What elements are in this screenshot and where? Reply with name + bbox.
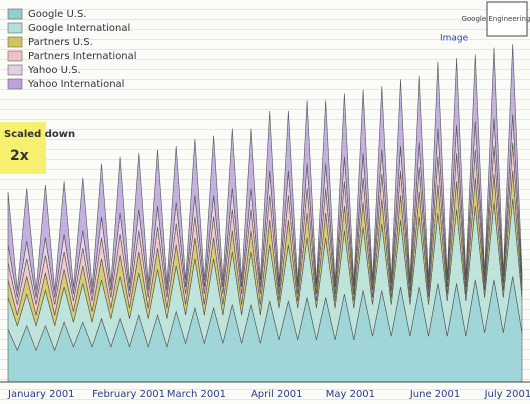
annotation: 2x xyxy=(10,148,29,164)
legend-swatch xyxy=(7,50,23,62)
annotation: Image xyxy=(440,34,469,44)
legend-swatch xyxy=(7,22,23,34)
annotation: Google Engineering Room xyxy=(461,15,530,23)
x-tick-label: June 2001 xyxy=(409,389,460,400)
legend-swatch xyxy=(7,64,23,76)
legend-label: Yahoo U.S. xyxy=(27,65,81,76)
legend-label: Google U.S. xyxy=(28,9,86,20)
x-tick-label: January 2001 xyxy=(7,389,75,400)
legend-swatch xyxy=(7,36,23,48)
annotation: Scaled down xyxy=(4,129,75,140)
x-tick-label: February 2001 xyxy=(92,389,165,400)
legend-swatch xyxy=(7,78,23,90)
area xyxy=(7,44,523,298)
x-tick-label: May 2001 xyxy=(326,389,375,400)
x-tick-label: July 2001 xyxy=(484,389,530,400)
x-tick-label: April 2001 xyxy=(251,389,302,400)
legend-swatch xyxy=(7,8,23,20)
note-box xyxy=(486,1,528,37)
plot xyxy=(7,44,523,383)
legend-label: Partners International xyxy=(28,51,137,62)
legend-label: Partners U.S. xyxy=(28,37,93,48)
legend-label: Yahoo International xyxy=(27,79,124,90)
sticky-note xyxy=(0,122,46,174)
x-tick-label: March 2001 xyxy=(167,389,226,400)
legend-label: Google International xyxy=(28,23,130,34)
